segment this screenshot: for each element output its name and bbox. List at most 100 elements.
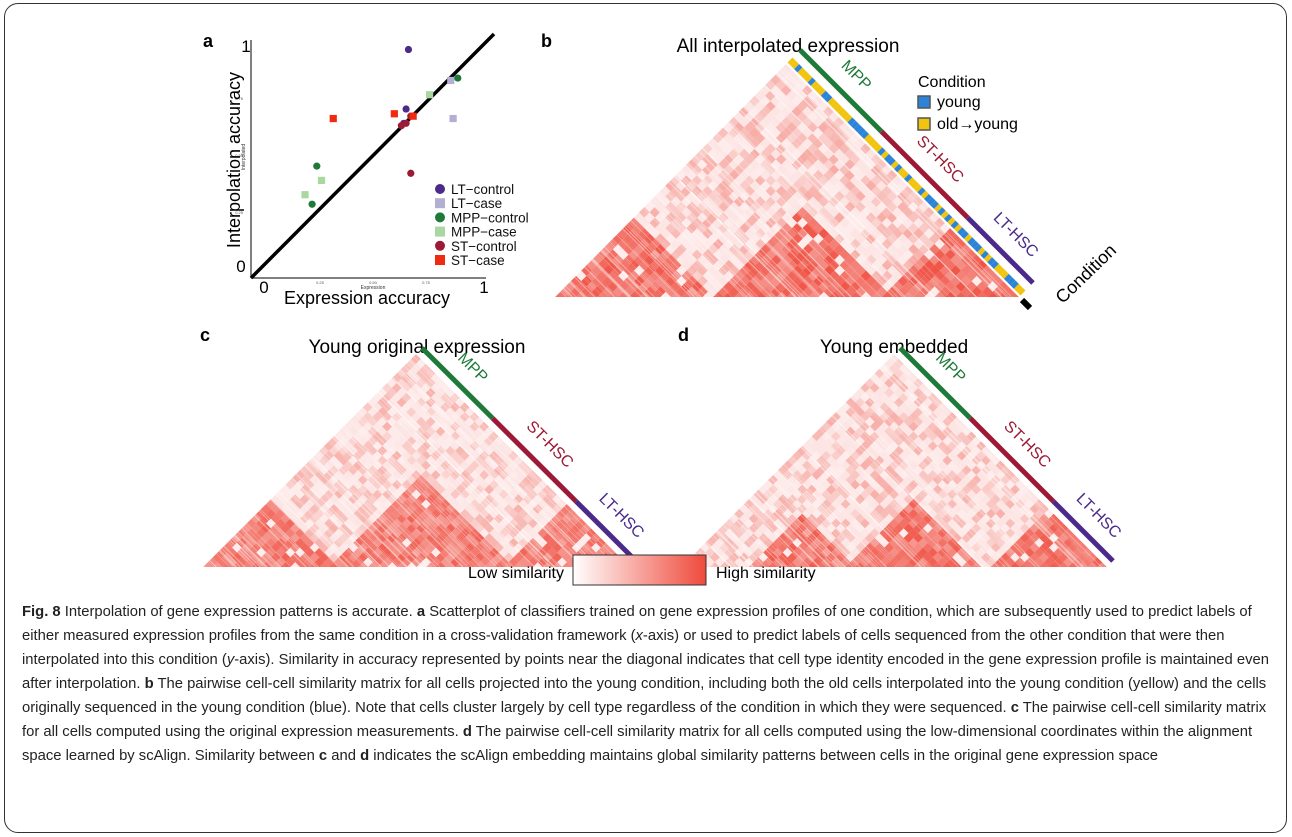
condition-legend: Condition young old→young <box>917 74 1018 133</box>
legend-young-swatch <box>917 95 931 109</box>
legend-swatch-2 <box>435 212 445 223</box>
heat-c-bar-1 <box>490 416 578 504</box>
heat-c-bar-0 <box>420 346 495 421</box>
condition-legend-title: Condition <box>918 74 986 91</box>
caption-part-b-letter: b <box>144 676 154 692</box>
point-lt-control-0 <box>404 45 413 54</box>
point-mpp-case-0 <box>426 91 434 99</box>
figure-canvas: a 0 1 0 1 0.25 0.50 0.75 0.25 0.50 0.75 … <box>200 31 1124 586</box>
similarity-legend: Low similarity High similarity <box>468 554 816 586</box>
panel-b: b All interpolated expression MPP ST-HSC L… <box>541 31 1121 311</box>
legend-label-0: LT−control <box>451 182 514 197</box>
caption-part-d-letter: d <box>462 724 472 740</box>
similarity-colorbar <box>572 554 707 586</box>
caption-part-d-and: and <box>331 748 356 764</box>
caption-y-italic: y <box>226 652 235 668</box>
scatter-plot: 0 1 0 1 0.25 0.50 0.75 0.25 0.50 0.75 Ex… <box>224 32 529 308</box>
caption-part-a-3: -axis). Similarity in accuracy represent… <box>22 652 1269 692</box>
heat-c-label-st-hsc: ST-HSC <box>523 418 577 471</box>
legend-oldyoung-label: old→young <box>937 116 1018 133</box>
caption-part-c: The pairwise cell-cell similarity matrix… <box>22 700 1267 740</box>
scatter-points <box>301 45 462 208</box>
point-mpp-control-2 <box>308 200 316 208</box>
heat-c-label-lt-hsc: LT-HSC <box>595 490 646 541</box>
caption-part-b: The pairwise cell-cell similarity matrix… <box>22 676 1267 716</box>
legend-label-4: ST−control <box>451 239 517 254</box>
legend-label-1: LT−case <box>451 196 502 211</box>
point-st-control-3 <box>402 119 410 127</box>
point-lt-case-1 <box>449 114 457 123</box>
x-small-label: Expression <box>361 285 386 291</box>
point-mpp-control-0 <box>454 74 462 82</box>
y-small-tick-050: 0.50 <box>235 153 244 158</box>
point-mpp-case-1 <box>317 176 326 185</box>
caption-part-d-d: d <box>360 748 370 764</box>
heatmap-b: MPP ST-HSC LT-HSC <box>555 48 1041 311</box>
legend-label-5: ST−case <box>451 253 505 268</box>
panel-c-letter: c <box>200 325 210 345</box>
high-similarity-label: High similarity <box>716 565 816 582</box>
panel-c: c Young original expression MPPST-HSCLT-… <box>200 325 647 567</box>
caption-part-d-c: c <box>318 748 328 764</box>
legend-young-label: young <box>937 94 981 111</box>
figure-frame <box>4 3 1287 833</box>
caption-part-a-1: Scatterplot of classifiers trained on ge… <box>22 604 1252 644</box>
x-small-tick-050: 0.50 <box>369 280 378 285</box>
y-small-tick-075: 0.75 <box>235 96 244 101</box>
panel-a: a 0 1 0 1 0.25 0.50 0.75 0.25 0.50 0.75 … <box>203 31 529 308</box>
panel-d-letter: d <box>678 325 689 345</box>
condition-strip <box>787 57 1033 311</box>
panel-d-title: Young embedded <box>820 337 968 358</box>
legend-swatch-3 <box>435 226 445 237</box>
heat-b-label-lt-hsc: LT-HSC <box>990 209 1041 260</box>
point-mpp-case-2 <box>301 191 309 199</box>
heat-c-cells <box>203 354 630 567</box>
caption-part-d-end: indicates the scAlign embedding maintain… <box>373 748 1158 764</box>
point-st-control-0 <box>407 169 415 177</box>
legend-oldyoung-swatch <box>917 117 931 131</box>
y-small-label: Interpolated <box>241 144 247 171</box>
x-axis-label: Expression accuracy <box>284 288 450 308</box>
heat-d-label-lt-hsc: LT-HSC <box>1073 490 1124 541</box>
scatter-legend: LT−controlLT−caseMPP−controlMPP−caseST−c… <box>435 182 529 268</box>
heat-b-bar-2 <box>965 215 1035 285</box>
caption-title: Interpolation of gene expression pattern… <box>64 604 413 620</box>
heat-b-label-st-hsc: ST-HSC <box>913 133 967 187</box>
legend-label-2: MPP−control <box>451 210 529 225</box>
caption-part-c-letter: c <box>1010 700 1019 716</box>
caption-fig-label: Fig. 8 <box>22 604 61 620</box>
point-st-case-0 <box>329 114 337 123</box>
heat-d-cells <box>681 354 1107 567</box>
heat-d-bar-1 <box>968 416 1056 504</box>
legend-label-3: MPP−case <box>451 225 517 240</box>
point-st-case-2 <box>409 112 417 120</box>
legend-swatch-5 <box>435 255 445 265</box>
heat-b-label-mpp: MPP <box>838 57 875 94</box>
caption-part-d: The pairwise cell-cell similarity matrix… <box>22 724 1253 764</box>
heat-b-bar-1 <box>879 129 970 220</box>
point-mpp-control-1 <box>313 162 321 170</box>
diagonal-line <box>249 32 496 280</box>
condition-axis-label: Condition <box>1052 240 1121 307</box>
heat-b-cells <box>555 64 1019 297</box>
point-lt-control-1 <box>402 105 410 113</box>
heat-c-bar-2 <box>574 499 638 563</box>
panel-b-title: All interpolated expression <box>677 36 900 57</box>
x-small-tick-025: 0.25 <box>316 280 325 285</box>
heat-d-label-st-hsc: ST-HSC <box>1000 418 1054 472</box>
legend-swatch-0 <box>435 184 445 194</box>
legend-swatch-4 <box>435 240 445 251</box>
low-similarity-label: Low similarity <box>468 565 564 582</box>
y-tick-0: 0 <box>236 257 245 276</box>
caption-part-a-2: -axis) or used to predict labels of cell… <box>22 628 1225 668</box>
y-small-tick-025: 0.25 <box>235 210 244 215</box>
y-tick-1: 1 <box>241 37 250 56</box>
heat-b-bar-0 <box>798 48 884 134</box>
point-lt-case-0 <box>447 76 455 85</box>
caption-x-italic: x <box>635 628 643 644</box>
figure-caption: Fig. 8 Interpolation of gene expression … <box>22 600 1272 768</box>
panel-a-letter: a <box>203 31 214 51</box>
